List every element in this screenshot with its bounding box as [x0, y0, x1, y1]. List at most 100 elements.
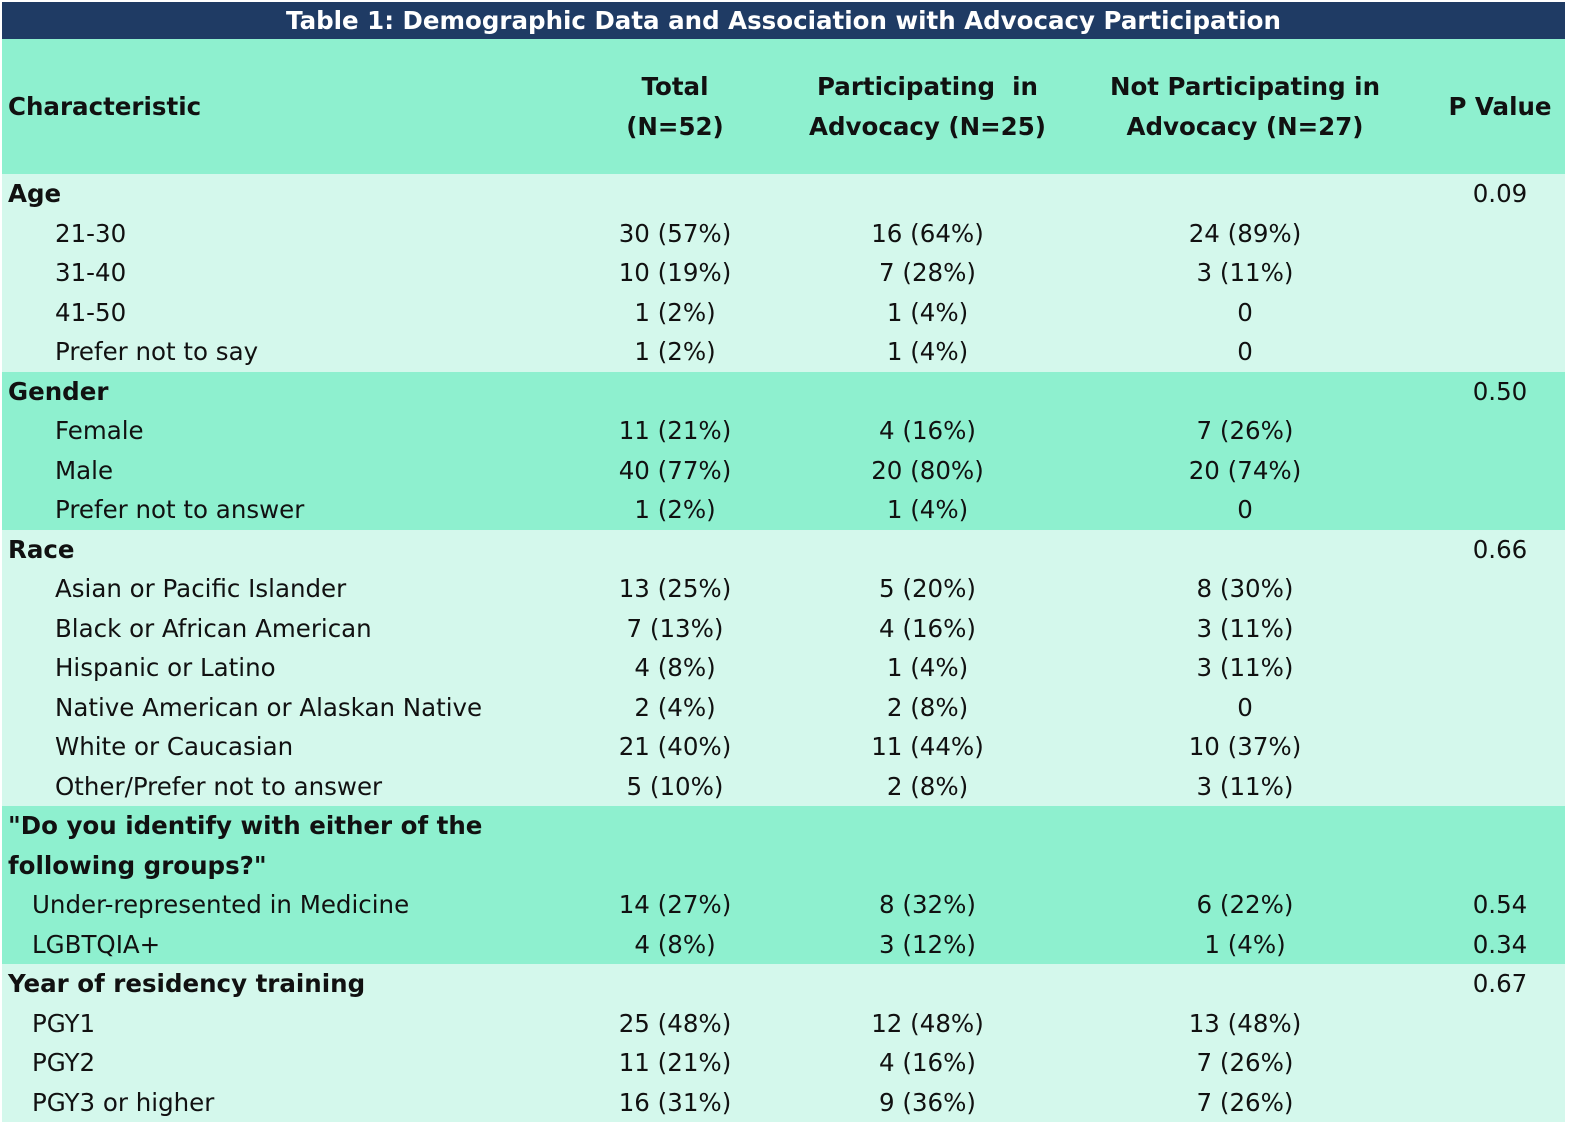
table-row: Hispanic or Latino 4 (8%) 1 (4%) 3 (11%) [2, 648, 1565, 688]
cell-total [550, 372, 800, 412]
table-row: Female 11 (21%) 4 (16%) 7 (26%) [2, 411, 1565, 451]
cell-not-participating: 8 (30%) [1196, 574, 1294, 603]
cell-participating [800, 806, 1055, 846]
cell-participating: 7 (28%) [879, 258, 976, 287]
table-row: Native American or Alaskan Native 2 (4%) 2… [2, 688, 1565, 728]
cell-total: 1 (2%) [634, 337, 716, 366]
cell-p-value [1435, 688, 1565, 728]
group-label: Gender [8, 376, 109, 406]
cell-not-participating: 3 (11%) [1196, 653, 1294, 682]
table-row: 31-40 10 (19%) 7 (28%) 3 (11%) [2, 253, 1565, 293]
table-row: Other/Prefer not to answer 5 (10%) 2 (8%) 3… [2, 767, 1565, 807]
cell-p-value [1435, 490, 1565, 530]
cell-not-participating [1055, 846, 1435, 886]
row-label: White or Caucasian [55, 732, 294, 761]
cell-total: 21 (40%) [618, 732, 732, 761]
cell-total: 30 (57%) [618, 218, 732, 248]
group-label: Age [8, 179, 62, 208]
header-participating-line1: Participating in [816, 71, 1038, 101]
cell-not-participating: 0 [1237, 692, 1253, 722]
cell-total: 10 (19%) [618, 258, 732, 287]
row-label: Male [55, 455, 114, 485]
row-label: PGY1 [32, 1008, 96, 1038]
cell-p-value: 0.54 [1472, 890, 1528, 919]
table-row: Under-represented in Medicine 14 (27%) 8 (… [2, 885, 1565, 925]
cell-total: 5 (10%) [626, 771, 724, 801]
table-row: PGY2 11 (21%) 4 (16%) 7 (26%) [2, 1043, 1565, 1083]
cell-not-participating: 3 (11%) [1196, 613, 1294, 643]
cell-p-value [1435, 253, 1565, 293]
demographic-table: Table 1: Demographic Data and Associatio… [2, 2, 1565, 1122]
cell-p-value [1435, 1004, 1565, 1044]
table-row: Black or African American 7 (13%) 4 (16%) 3… [2, 609, 1565, 649]
cell-p-value: 0.66 [1472, 534, 1528, 564]
cell-total [550, 846, 800, 886]
table-row: White or Caucasian 21 (40%) 11 (44%) 10 (37… [2, 727, 1565, 767]
cell-participating: 1 (4%) [886, 337, 969, 366]
cell-not-participating [1055, 530, 1435, 570]
cell-total: 13 (25%) [618, 574, 732, 603]
cell-total: 11 (21%) [618, 1048, 732, 1077]
cell-total [550, 964, 800, 1004]
cell-participating: 9 (36%) [879, 1087, 976, 1117]
cell-participating: 1 (4%) [886, 653, 969, 682]
group-label: Year of residency training [8, 969, 366, 998]
cell-not-participating: 7 (26%) [1196, 1087, 1294, 1117]
cell-participating: 3 (12%) [879, 929, 976, 959]
cell-participating: 20 (80%) [871, 455, 984, 485]
cell-p-value [1435, 411, 1565, 451]
group-label: "Do you identify with either of the [8, 811, 483, 840]
table-row: Prefer not to answer 1 (2%) 1 (4%) 0 [2, 490, 1565, 530]
cell-participating: 8 (32%) [879, 890, 976, 919]
row-label: 31-40 [55, 258, 127, 287]
cell-not-participating: 7 (26%) [1196, 416, 1294, 445]
cell-not-participating: 7 (26%) [1196, 1048, 1294, 1077]
row-label: Under-represented in Medicine [32, 890, 410, 919]
cell-participating: 4 (16%) [879, 613, 976, 643]
cell-participating [800, 174, 1055, 214]
group-header-row: Race 0.66 [2, 530, 1565, 570]
cell-p-value [1435, 846, 1565, 886]
cell-total: 4 (8%) [634, 653, 716, 682]
table-section: Age 0.09 21-30 30 (57%) 16 (64%) 24 (89%) 31-4… [2, 174, 1565, 372]
cell-p-value [1435, 767, 1565, 807]
cell-total: 25 (48%) [618, 1008, 732, 1038]
cell-total: 16 (31%) [618, 1087, 732, 1117]
cell-not-participating [1055, 806, 1435, 846]
cell-participating: 4 (16%) [879, 416, 976, 445]
header-participating: Participating in Advocacy (N=25) [800, 67, 1055, 147]
cell-not-participating: 3 (11%) [1196, 258, 1294, 287]
table-section: Race 0.66 Asian or Pacific Islander 13 (25%… [2, 529, 1565, 807]
table-section: Gender 0.50 Female 11 (21%) 4 (16%) 7 (26%) Ma… [2, 371, 1565, 530]
cell-total [550, 530, 800, 570]
row-label: Native American or Alaskan Native [55, 692, 483, 722]
row-label: LGBTQIA+ [32, 929, 161, 959]
row-label: PGY2 [32, 1048, 96, 1077]
header-participating-line2: Advocacy (N=25) [809, 111, 1046, 141]
row-label: Prefer not to say [55, 337, 259, 366]
row-label: Hispanic or Latino [55, 653, 276, 682]
row-label: 41-50 [55, 297, 127, 327]
table-row: LGBTQIA+ 4 (8%) 3 (12%) 1 (4%) 0.34 [2, 925, 1565, 965]
group-label: following groups?" [8, 850, 267, 880]
cell-not-participating: 6 (22%) [1196, 890, 1294, 919]
table-row: Prefer not to say 1 (2%) 1 (4%) 0 [2, 332, 1565, 372]
header-total-line1: Total [641, 71, 709, 101]
cell-total: 1 (2%) [634, 495, 716, 524]
table-header: Characteristic Total (N=52) Participatin… [2, 39, 1565, 174]
cell-p-value [1435, 214, 1565, 254]
row-label: PGY3 or higher [32, 1087, 215, 1117]
cell-not-participating: 0 [1237, 297, 1253, 327]
cell-participating [800, 846, 1055, 886]
cell-not-participating: 3 (11%) [1196, 771, 1294, 801]
table-row: Asian or Pacific Islander 13 (25%) 5 (20%)… [2, 569, 1565, 609]
table-section: Year of residency training 0.67 PGY1 25 (48… [2, 964, 1565, 1122]
cell-not-participating: 1 (4%) [1204, 929, 1286, 959]
cell-not-participating [1055, 372, 1435, 412]
cell-not-participating: 10 (37%) [1188, 732, 1302, 761]
cell-total: 40 (77%) [618, 455, 732, 485]
cell-participating [800, 372, 1055, 412]
cell-p-value [1435, 806, 1565, 846]
header-total-line2: (N=52) [626, 111, 724, 141]
cell-participating: 11 (44%) [871, 732, 984, 761]
